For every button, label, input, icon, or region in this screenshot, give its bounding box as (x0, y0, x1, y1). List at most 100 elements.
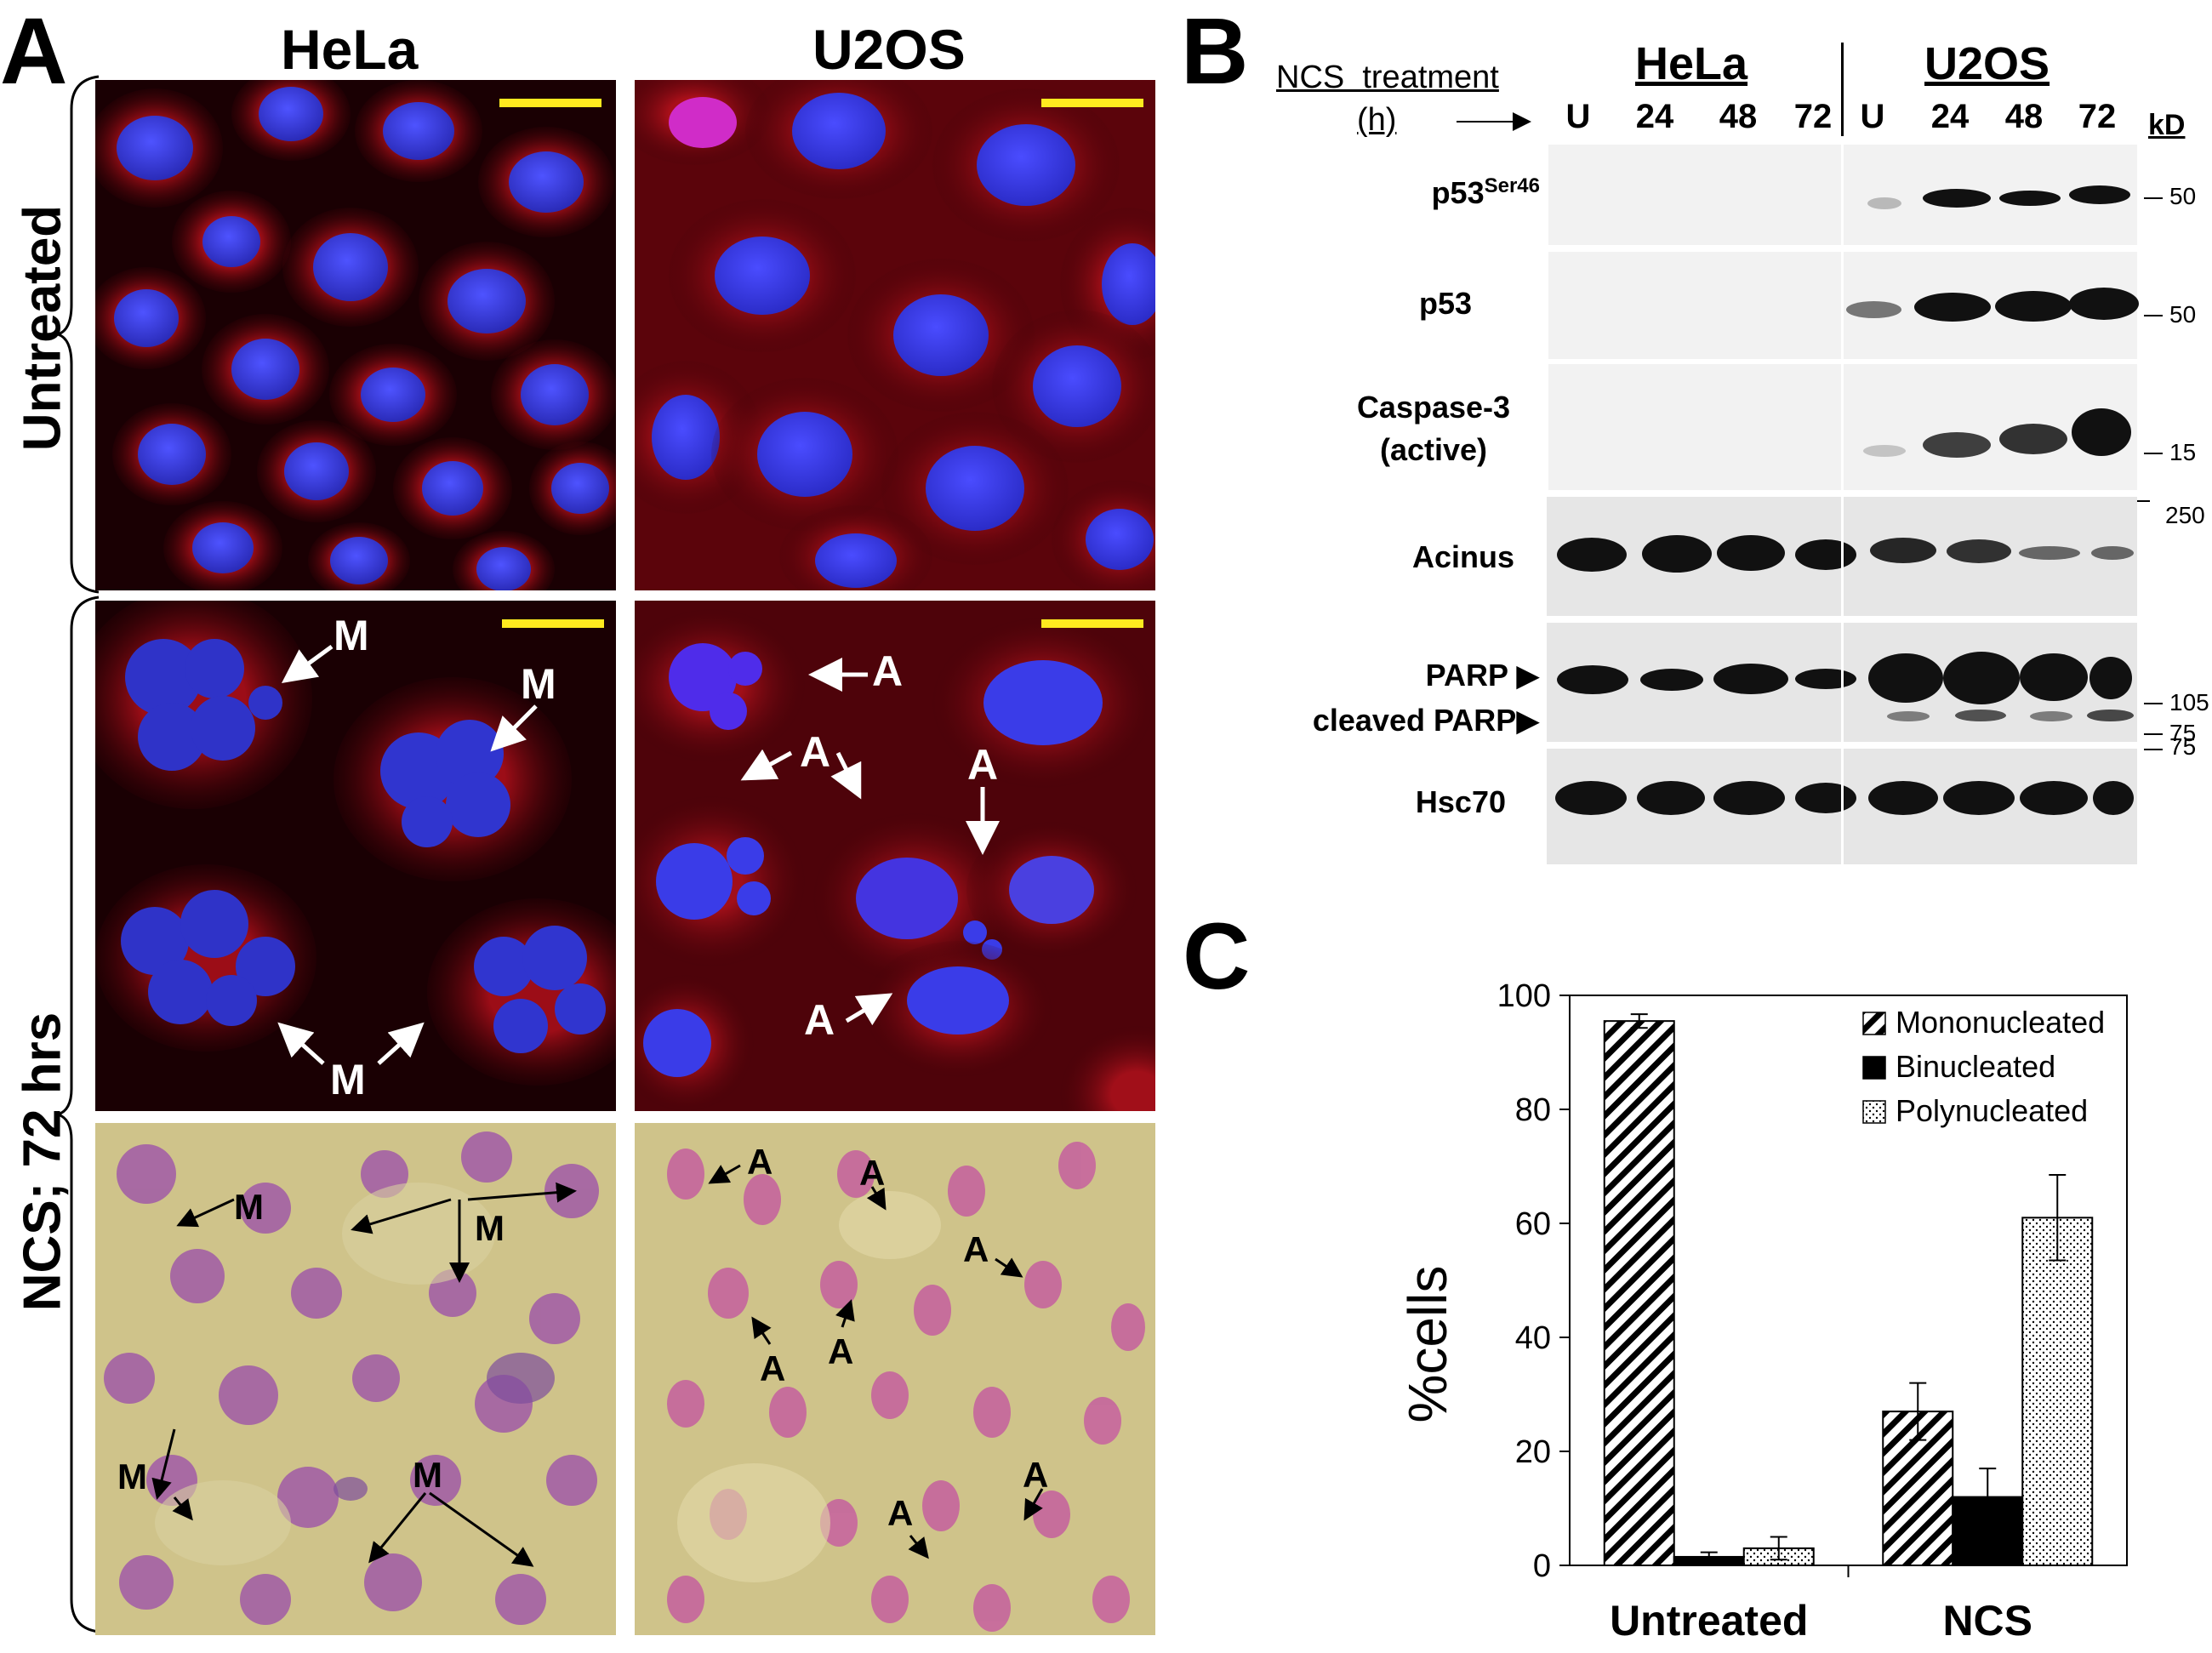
micrograph-hela-ncs (95, 601, 616, 1111)
scale-bar (1041, 99, 1143, 107)
panel-b-letter: B (1181, 0, 1249, 104)
scale-bar (1041, 619, 1143, 628)
label-a: A (1023, 1455, 1049, 1495)
kd-marker: 75 (2169, 720, 2197, 746)
u2os-ncs-cells (635, 601, 1155, 1111)
y-tick-label: 80 (1515, 1092, 1551, 1128)
blot-band (1947, 539, 2011, 563)
kd-marker-tick (2144, 703, 2163, 704)
label-a: A (967, 741, 999, 789)
blot-label-caspase-3: Caspase-3 (1356, 390, 1511, 425)
blot-band (2069, 288, 2139, 320)
blot-band (1863, 445, 1906, 457)
blot-band (1642, 535, 1712, 573)
label-a: A (887, 1493, 914, 1533)
treatment-unit-label: (h) (1357, 102, 1397, 138)
label-a: A (859, 1153, 886, 1193)
blot-band (1846, 301, 1901, 318)
micrograph-u2os-untreated (635, 80, 1155, 590)
panel-a-arrows (151, 644, 1044, 1567)
blot-band (2089, 657, 2132, 699)
label-a: A (963, 1229, 989, 1269)
legend-swatch (1862, 1012, 1886, 1035)
blot-label-parp: PARP ▶ (1425, 658, 1540, 693)
cell-line-divider (1841, 43, 1844, 136)
legend-label: Binucleated (1896, 1049, 2055, 1084)
treatment-arrow (1457, 112, 1531, 131)
scale-bar (502, 619, 604, 628)
bar-chart-nucleation: 0 20 40 60 80 100 Untreated NCS Mononucleated Bi… (1397, 978, 2128, 1644)
blot-label-caspase-3-active: (active) (1379, 432, 1488, 467)
blot-label-p53-ser46: p53Ser46 (1431, 174, 1540, 210)
label-m: M (334, 612, 369, 659)
brightfield-u2os-ncs (635, 1123, 1155, 1635)
blot-label-hsc70: Hsc70 (1415, 784, 1506, 819)
blot-band (1943, 652, 2020, 704)
cell-line-u2os: U2OS (1924, 38, 2050, 89)
kd-marker: 50 (2169, 183, 2197, 209)
y-tick-label: 0 (1533, 1548, 1551, 1584)
label-a: A (872, 647, 904, 695)
blot-band (1867, 197, 1901, 209)
col-label-hela: HeLa (281, 18, 419, 81)
label-m: M (521, 660, 556, 708)
y-tick-label: 60 (1515, 1206, 1551, 1242)
hela-untreated-cells (95, 80, 616, 590)
blot-band (1868, 781, 1938, 815)
blot-band (1713, 664, 1788, 694)
panel-a-letter: A (0, 0, 68, 104)
label-m: M (234, 1187, 264, 1227)
blot-band (1870, 538, 1936, 563)
blot-band (1795, 783, 1856, 813)
lane-label: 48 (2004, 98, 2044, 135)
y-tick-label: 40 (1515, 1320, 1551, 1356)
blot-band (2069, 185, 2130, 204)
blot-band (1868, 653, 1943, 703)
lane-label: 72 (1793, 98, 1833, 135)
blot-band (2020, 781, 2088, 815)
lane-label: 48 (1719, 98, 1758, 135)
bar-mononucleated (1603, 1020, 1675, 1566)
blot-band (2030, 711, 2072, 721)
blot-label-acinus: Acinus (1411, 539, 1514, 574)
kd-marker-tick (2144, 749, 2163, 750)
x-category-label: Untreated (1610, 1597, 1808, 1644)
panel-c-letter: C (1183, 904, 1251, 1009)
blot-band (2087, 710, 2134, 721)
legend-swatch (1862, 1056, 1886, 1080)
blot-band (1557, 538, 1627, 572)
lane-label: U (1860, 98, 1885, 135)
label-a: A (800, 728, 831, 776)
legend-swatch (1862, 1100, 1886, 1124)
blot-band (1955, 710, 2006, 721)
lane-label: 24 (1635, 98, 1674, 135)
blot-band (2019, 546, 2080, 560)
blot-band (1795, 669, 1856, 689)
hela-ncs-cells (95, 601, 616, 1086)
y-tick-label: 100 (1497, 978, 1551, 1014)
label-a: A (828, 1331, 854, 1371)
blot-band (1923, 189, 1991, 208)
kd-marker: 50 (2169, 301, 2197, 328)
x-category-label: NCS (1942, 1597, 2032, 1644)
label-a: A (760, 1348, 786, 1388)
kd-marker: 75 (2169, 733, 2197, 760)
legend-label: Polynucleated (1896, 1093, 2088, 1128)
hela-brightfield-cells (104, 1131, 599, 1625)
cell-line-hela: HeLa (1635, 38, 1748, 89)
blot-band (1923, 432, 1991, 458)
label-a: A (747, 1142, 773, 1182)
blot-lane-divider (1841, 145, 1844, 864)
blot-band (2072, 408, 2131, 456)
micrograph-hela-untreated (95, 80, 616, 590)
brace-ncs (56, 596, 100, 1633)
kd-marker-tick (2144, 197, 2163, 199)
blot-label-cleaved-parp: cleaved PARP▶ (1312, 703, 1540, 738)
blot-band (1640, 669, 1703, 691)
blot-band (1999, 191, 2061, 206)
u2os-untreated-cells (635, 80, 1155, 590)
chart-y-axis-label: %cells (1397, 1266, 1458, 1423)
blot-band (2091, 546, 2134, 560)
scale-bar (499, 99, 601, 107)
legend-label: Mononucleated (1896, 1005, 2105, 1040)
